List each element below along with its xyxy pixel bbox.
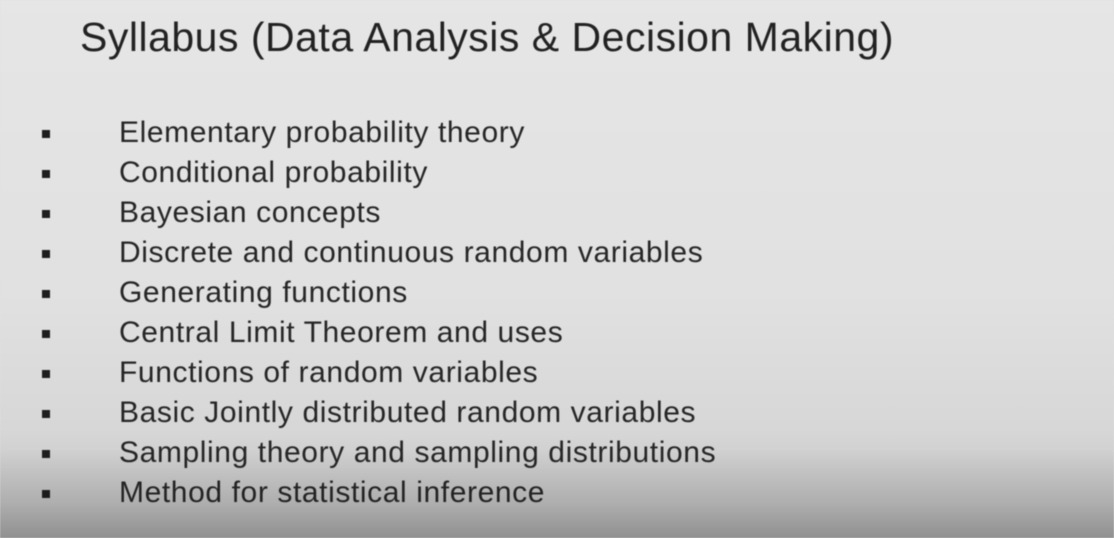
square-bullet-icon [42,330,50,338]
list-item-text: Functions of random variables [119,356,539,389]
square-bullet-icon [42,450,50,458]
square-bullet-icon [42,490,50,498]
list-item-text: Elementary probability theory [119,116,525,149]
square-bullet-icon [42,130,50,138]
square-bullet-icon [42,250,50,258]
list-item-text: Central Limit Theorem and uses [119,316,564,349]
list-item-text: Discrete and continuous random variables [119,236,704,269]
list-item-text: Bayesian concepts [119,196,382,229]
list-item-text: Method for statistical inference [119,476,546,509]
square-bullet-icon [42,290,50,298]
square-bullet-icon [42,170,50,178]
list-item-text: Basic Jointly distributed random variabl… [119,396,697,429]
square-bullet-icon [42,370,50,378]
list-item-text: Generating functions [119,276,408,309]
list-item-text: Conditional probability [119,156,428,189]
square-bullet-icon [42,210,50,218]
square-bullet-icon [42,410,50,418]
list-item-text: Sampling theory and sampling distributio… [119,436,717,469]
slide-title: Syllabus (Data Analysis & Decision Makin… [80,14,894,60]
